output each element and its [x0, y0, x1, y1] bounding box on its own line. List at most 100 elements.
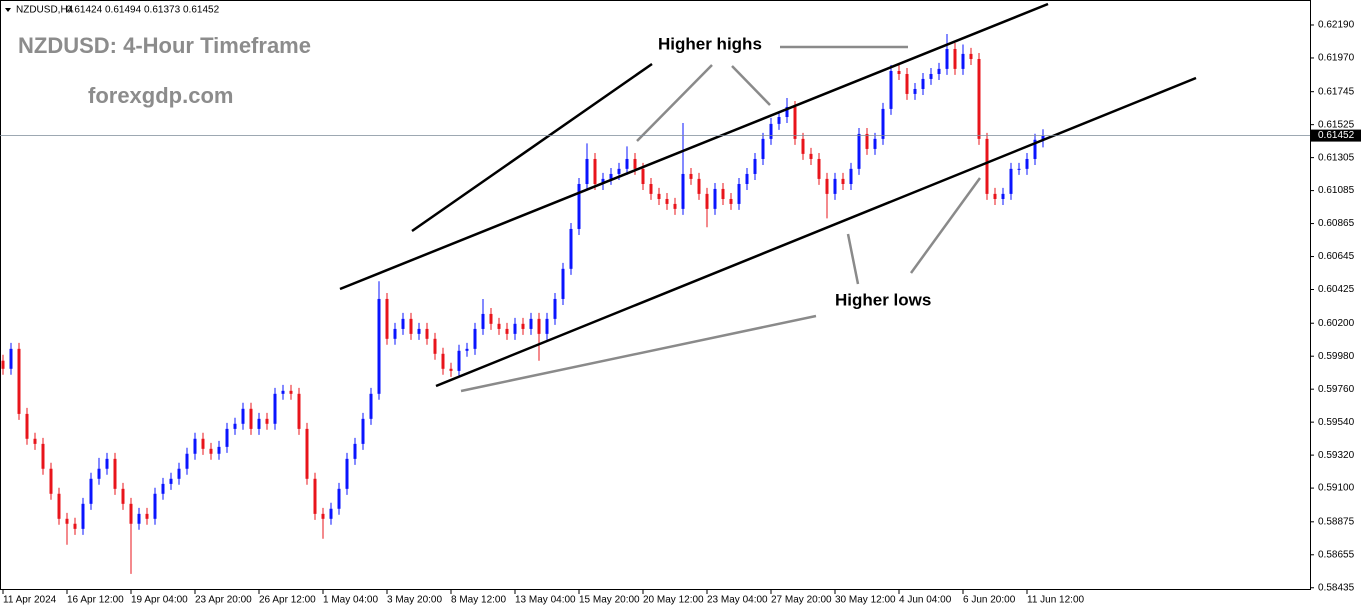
- candle-body: [577, 183, 581, 229]
- candle-body: [681, 173, 685, 209]
- candle-body: [473, 328, 477, 349]
- annotation: Higher lows: [835, 290, 931, 309]
- pointer: [846, 233, 860, 285]
- y-tick-label: 0.61745: [1318, 86, 1355, 97]
- watermark: forexgdp.com: [88, 83, 233, 108]
- candle-body: [537, 318, 541, 334]
- candle-body: [185, 453, 189, 469]
- candle-body: [665, 198, 669, 204]
- candle-body: [353, 443, 357, 459]
- channel-upper: [339, 2, 1049, 291]
- candle-body: [105, 458, 109, 469]
- candle-body: [705, 193, 709, 209]
- candle-body: [561, 268, 565, 299]
- candle-body: [529, 318, 533, 329]
- candle-body: [273, 393, 277, 424]
- candle-body: [737, 183, 741, 204]
- x-tick-label: 16 Apr 12:00: [67, 595, 124, 606]
- candle-body: [1, 360, 5, 369]
- candle-body: [129, 503, 133, 524]
- candle-body: [449, 368, 453, 371]
- candle-body: [17, 348, 21, 414]
- x-tick-label: 11 Jun 12:00: [1027, 595, 1085, 606]
- candle-body: [569, 228, 573, 269]
- candle-body: [553, 298, 557, 319]
- chart-title: NZDUSD: 4-Hour Timeframe: [18, 33, 311, 58]
- y-tick-label: 0.59100: [1318, 483, 1355, 494]
- candle-body: [801, 138, 805, 154]
- candle-body: [241, 408, 245, 424]
- candle-body: [873, 138, 877, 149]
- price-label: 0.61452: [1318, 130, 1355, 141]
- candle-body: [65, 518, 69, 524]
- candle-body: [761, 138, 765, 159]
- header-low: 0.61373: [144, 5, 181, 16]
- candle-body: [929, 73, 933, 79]
- symbol: NZDUSD,H4: [16, 5, 74, 16]
- pointer: [731, 65, 771, 106]
- candle-body: [865, 133, 869, 149]
- candle-body: [321, 513, 325, 519]
- x-tick-label: 1 May 04:00: [323, 595, 378, 606]
- candle-body: [233, 423, 237, 429]
- candle-body: [881, 108, 885, 139]
- pointer: [909, 177, 982, 274]
- candle-body: [609, 173, 613, 179]
- x-tick-label: 11 Apr 2024: [3, 595, 57, 606]
- candle-body: [889, 70, 893, 109]
- candle-body: [625, 158, 629, 169]
- candle-body: [793, 106, 797, 139]
- x-tick-label: 23 May 04:00: [707, 595, 768, 606]
- candle-body: [193, 438, 197, 454]
- x-tick-label: 15 May 20:00: [579, 595, 640, 606]
- candle-body: [1017, 168, 1021, 170]
- candle-body: [1001, 193, 1005, 199]
- candles: [1, 33, 1045, 574]
- x-tick-label: 23 Apr 20:00: [195, 595, 252, 606]
- candle-body: [153, 493, 157, 519]
- candle-body: [1041, 135, 1045, 140]
- candle-body: [209, 448, 213, 454]
- candle-body: [729, 198, 733, 204]
- trend-arrow: [411, 62, 653, 233]
- candle-body: [457, 350, 461, 371]
- candle-body: [393, 328, 397, 339]
- candle-body: [113, 458, 117, 489]
- candle-body: [249, 408, 253, 429]
- candle-body: [785, 106, 789, 118]
- x-tick-label: 4 Jun 04:00: [899, 595, 952, 606]
- x-tick-label: 30 May 12:00: [835, 595, 896, 606]
- candle-body: [313, 478, 317, 514]
- x-tick-label: 8 May 12:00: [451, 595, 506, 606]
- candle-body: [977, 59, 981, 139]
- candle-body: [1025, 158, 1029, 169]
- candle-body: [265, 418, 269, 424]
- candle-body: [97, 468, 101, 479]
- y-tick-label: 0.61085: [1318, 185, 1355, 196]
- y-tick-label: 0.59540: [1318, 417, 1355, 428]
- candle-body: [177, 468, 181, 479]
- candle-body: [137, 513, 141, 524]
- candle-body: [1009, 168, 1013, 194]
- candle-body: [409, 318, 413, 334]
- candle-body: [505, 328, 509, 334]
- x-tick-label: 3 May 20:00: [387, 595, 442, 606]
- y-tick-label: 0.60200: [1318, 318, 1355, 329]
- x-tick-label: 27 May 20:00: [771, 595, 832, 606]
- candle-body: [593, 158, 597, 184]
- candle-body: [49, 468, 53, 494]
- candle-body: [649, 183, 653, 194]
- candle-body: [297, 393, 301, 429]
- candle-body: [817, 158, 821, 179]
- candle-body: [73, 523, 77, 529]
- y-tick-label: 0.59980: [1318, 351, 1355, 362]
- x-tick-label: 13 May 04:00: [515, 595, 576, 606]
- candle-body: [465, 348, 469, 351]
- candle-body: [993, 193, 997, 199]
- header-high: 0.61494: [105, 5, 142, 16]
- candle-body: [921, 78, 925, 89]
- candle-body: [513, 323, 517, 334]
- candle-body: [481, 313, 485, 329]
- annotation: Higher highs: [658, 34, 762, 53]
